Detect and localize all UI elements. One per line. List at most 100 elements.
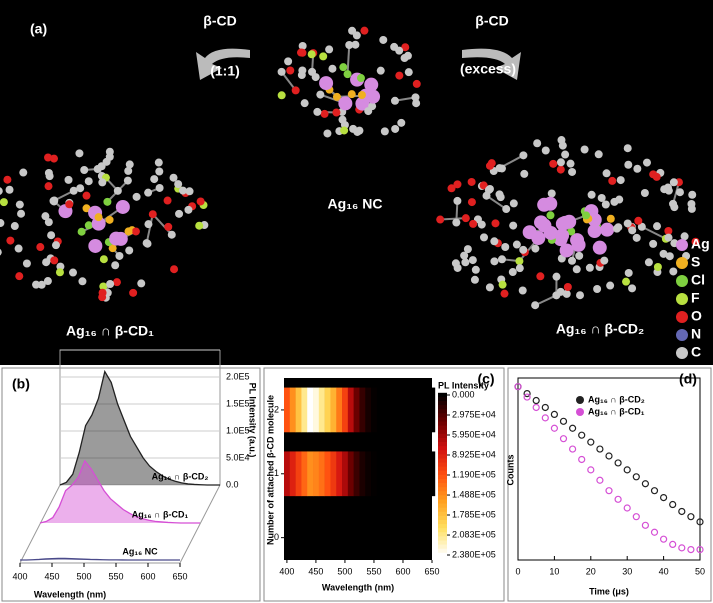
atom (582, 211, 591, 220)
data-point (678, 507, 686, 516)
atom (366, 89, 381, 104)
atom (360, 26, 369, 35)
atom (47, 231, 56, 240)
atom (606, 214, 615, 223)
data-point (523, 390, 531, 398)
atom (338, 115, 347, 124)
atom (75, 149, 84, 158)
y-tick-label: 1 (274, 468, 279, 478)
atom (512, 240, 521, 249)
atom (19, 168, 28, 177)
legend-label: S (691, 254, 700, 270)
atom (98, 293, 107, 302)
atom (453, 196, 462, 205)
x-tick-label: 10 (549, 566, 559, 576)
series-label: Ag₁₆ NC (122, 546, 158, 556)
x-tick-label: 40 (659, 566, 669, 576)
heat-cell (313, 451, 320, 497)
data-point (614, 459, 622, 467)
atom (411, 93, 420, 102)
atom (622, 277, 631, 286)
atom (615, 195, 624, 204)
legend-label: N (691, 326, 701, 342)
heat-cell (289, 387, 296, 433)
atom (602, 169, 611, 178)
ratio-label: (excess) (460, 61, 516, 77)
atom (600, 256, 609, 265)
atom (319, 76, 334, 91)
atom (688, 190, 697, 199)
data-point (669, 500, 677, 509)
data-point (623, 466, 631, 474)
colorbar-segment (438, 495, 447, 500)
atom (298, 41, 307, 50)
atom (113, 186, 122, 195)
data-point (596, 476, 604, 484)
heat-cell (301, 451, 308, 497)
atom (463, 245, 472, 254)
colorbar-segment (438, 524, 447, 529)
atom (520, 169, 529, 178)
atom (467, 177, 476, 186)
data-point (568, 445, 577, 453)
panel-label: (d) (679, 371, 697, 387)
atom (43, 277, 52, 286)
atom (675, 188, 684, 197)
atom (195, 221, 204, 230)
heat-cell (313, 387, 320, 433)
bond (440, 217, 466, 221)
colorbar-segment (438, 515, 447, 521)
legend-label: Cl (691, 272, 705, 288)
atom (313, 107, 322, 116)
x-tick-label: 50 (695, 566, 705, 576)
x-tick-label: 650 (172, 571, 187, 581)
bond (152, 213, 173, 236)
colorbar-segment (438, 528, 447, 533)
colorbar-segment (438, 466, 447, 472)
molecular-structures (0, 26, 700, 310)
heat-cell (411, 387, 418, 433)
atom (64, 175, 73, 184)
heat-cell (324, 387, 331, 433)
atom (115, 251, 124, 260)
atom (277, 67, 286, 76)
atom (22, 259, 31, 268)
atom (97, 162, 106, 171)
colorbar-segment (438, 487, 447, 492)
atom (115, 199, 130, 214)
atom (453, 180, 462, 189)
atom (496, 193, 505, 202)
atom (460, 251, 469, 260)
atom (379, 35, 388, 44)
atom (469, 219, 478, 228)
reagent-label: β-CD (203, 13, 236, 29)
heat-cell (382, 387, 389, 433)
atom (522, 225, 537, 240)
heat-cell (394, 387, 401, 433)
heat-cell (336, 387, 343, 433)
data-point (605, 487, 613, 495)
colorbar-tick-label: 2.380E+05 (452, 549, 496, 559)
atom (515, 257, 524, 266)
atom (412, 79, 421, 88)
atom (623, 144, 632, 153)
atom (546, 211, 555, 220)
atom (356, 74, 365, 83)
heat-cell (284, 387, 291, 433)
atom (338, 96, 353, 111)
atom (142, 239, 151, 248)
colorbar-segment (438, 458, 447, 463)
atom (575, 251, 584, 260)
atom (345, 41, 354, 50)
atom (663, 183, 672, 192)
colorbar-tick-label: 8.925E+04 (452, 449, 496, 459)
atom (606, 281, 615, 290)
atom (608, 176, 617, 185)
heat-cell (342, 387, 349, 433)
atom (653, 263, 662, 272)
atom (585, 263, 594, 272)
atom (44, 153, 53, 162)
atom (552, 291, 561, 300)
